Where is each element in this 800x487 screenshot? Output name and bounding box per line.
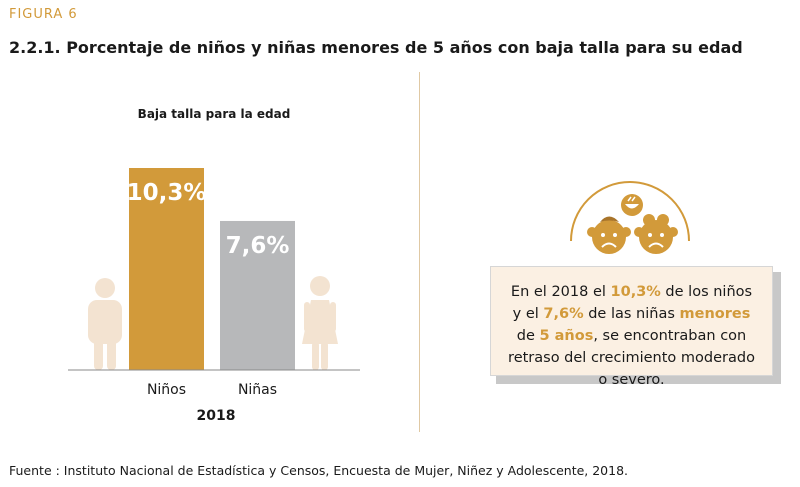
- vertical-divider: [419, 72, 420, 432]
- callout-highlight-boys: 10,3%: [610, 284, 661, 300]
- category-label: Niños: [147, 382, 186, 398]
- callout-highlight-menores: menores: [679, 306, 751, 322]
- callout-highlight-girls: 7,6%: [543, 306, 584, 322]
- sad-children-faces-icon: [570, 181, 690, 254]
- boy-figure-icon: [88, 278, 122, 370]
- bar-ninas: [220, 220, 295, 370]
- girl-figure-icon: [302, 276, 338, 370]
- x-axis-label: 2018: [197, 408, 236, 424]
- bar-value-label: 10,3%: [127, 180, 207, 206]
- callout-text: de las niñas: [583, 306, 680, 322]
- bars-group: 10,3% Niños 7,6% Niñas: [127, 168, 295, 398]
- bar-chart: Baja talla para la edad 10,3% Niños 7,6% Ni…: [68, 107, 360, 424]
- figure-label: FIGURA 6: [9, 7, 78, 22]
- page-title: 2.2.1. Porcentaje de niños y niñas menor…: [9, 38, 743, 57]
- bar-ninos: [129, 168, 204, 370]
- bar-value-label: 7,6%: [226, 233, 290, 259]
- callout-box: En el 2018 el 10,3% de los niños y el 7,…: [490, 266, 773, 388]
- source-note: Fuente : Instituto Nacional de Estadísti…: [9, 463, 629, 478]
- callout-highlight-age: 5 años: [539, 328, 594, 344]
- category-label: Niñas: [238, 382, 277, 398]
- callout-text: En el 2018 el: [510, 284, 611, 300]
- callout-text: de los niños y el: [512, 284, 753, 322]
- callout-text: , se encontraban con retraso del crecimi…: [508, 328, 755, 388]
- callout-text: de: [516, 328, 540, 344]
- chart-title: Baja talla para la edad: [138, 107, 291, 121]
